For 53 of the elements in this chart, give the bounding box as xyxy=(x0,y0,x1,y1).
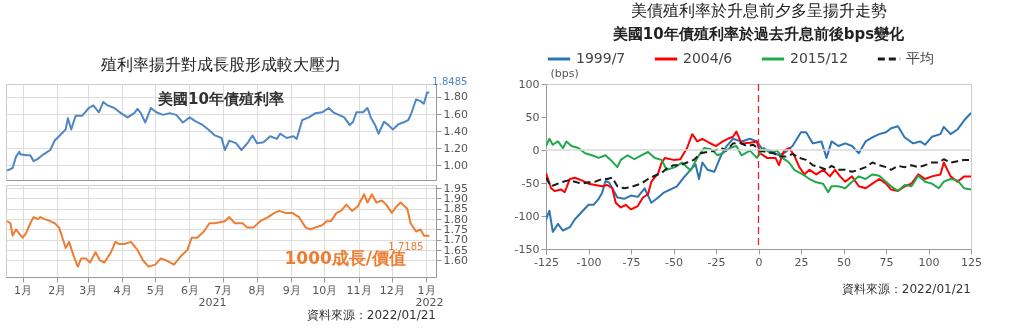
x-tick-label: -25 xyxy=(707,255,726,269)
line-series xyxy=(6,193,431,268)
x-tick-label: 11月 xyxy=(346,283,372,297)
x-tick-label: 100 xyxy=(918,255,940,269)
y-tick-label: 1.80 xyxy=(443,90,468,104)
y-tick-label: -150 xyxy=(514,242,540,256)
y-tick-label: 0 xyxy=(532,143,540,157)
x-tick-label: 10月 xyxy=(312,283,338,297)
x-tick-label: 12月 xyxy=(379,283,405,297)
y-tick-label: 100 xyxy=(518,77,540,91)
text: 2022 xyxy=(415,296,444,309)
chart-subtitle: 美國10年債殖利率於過去升息前後bps變化 xyxy=(611,25,906,43)
annotation: 1.8485 xyxy=(432,75,468,87)
x-tick-label: -75 xyxy=(622,255,641,269)
chart-title: 美債殖利率於升息前夕多呈揚升走勢 xyxy=(630,1,887,20)
legend-label: 平均 xyxy=(906,50,934,66)
source-note: 資料來源：2022/01/21 xyxy=(306,308,436,322)
y-tick-label: 1.40 xyxy=(443,124,468,138)
y-tick-label: -50 xyxy=(521,176,540,190)
x-tick-label: 3月 xyxy=(79,283,98,297)
text: 2021 xyxy=(198,296,227,309)
x-tick-label: 2月 xyxy=(48,283,67,297)
x-tick-label: 1月 xyxy=(14,283,33,297)
legend-label: 2004/6 xyxy=(683,50,733,66)
x-tick-label: -125 xyxy=(534,255,559,269)
line-series xyxy=(6,91,431,172)
x-tick-label: 8月 xyxy=(248,283,267,297)
x-tick-label: 0 xyxy=(755,255,763,269)
x-tick-label: 9月 xyxy=(282,283,301,297)
legend-label: 2015/12 xyxy=(790,50,849,66)
x-tick-label: 25 xyxy=(794,255,809,269)
x-tick-label: 1月 xyxy=(417,283,436,297)
y-tick-label: 1.00 xyxy=(443,158,468,172)
x-tick-label: 4月 xyxy=(113,283,132,297)
y-tick-label: 1.60 xyxy=(443,107,468,121)
x-tick-label: 7月 xyxy=(214,283,233,297)
y-tick-label: 50 xyxy=(525,110,540,124)
source-note: 資料來源：2022/01/21 xyxy=(841,282,971,296)
chart-title: 殖利率揚升對成長股形成較大壓力 xyxy=(101,54,341,74)
x-tick-label: 6月 xyxy=(181,283,199,297)
x-tick-label: -50 xyxy=(665,255,683,269)
x-tick-label: 75 xyxy=(879,255,894,269)
y-axis-title: (bps) xyxy=(550,66,579,80)
line-series xyxy=(546,130,971,211)
line-series xyxy=(546,112,971,233)
y-tick-label: 1.20 xyxy=(443,141,468,155)
x-tick-label: -100 xyxy=(576,255,602,269)
x-tick-label: 125 xyxy=(961,255,982,269)
chart-subtitle: 美國10年債殖利率 xyxy=(157,90,284,108)
y-tick-label: -100 xyxy=(514,209,540,223)
x-tick-label: 50 xyxy=(837,255,851,269)
legend-label: 1999/7 xyxy=(576,50,626,66)
x-tick-label: 5月 xyxy=(146,283,165,297)
